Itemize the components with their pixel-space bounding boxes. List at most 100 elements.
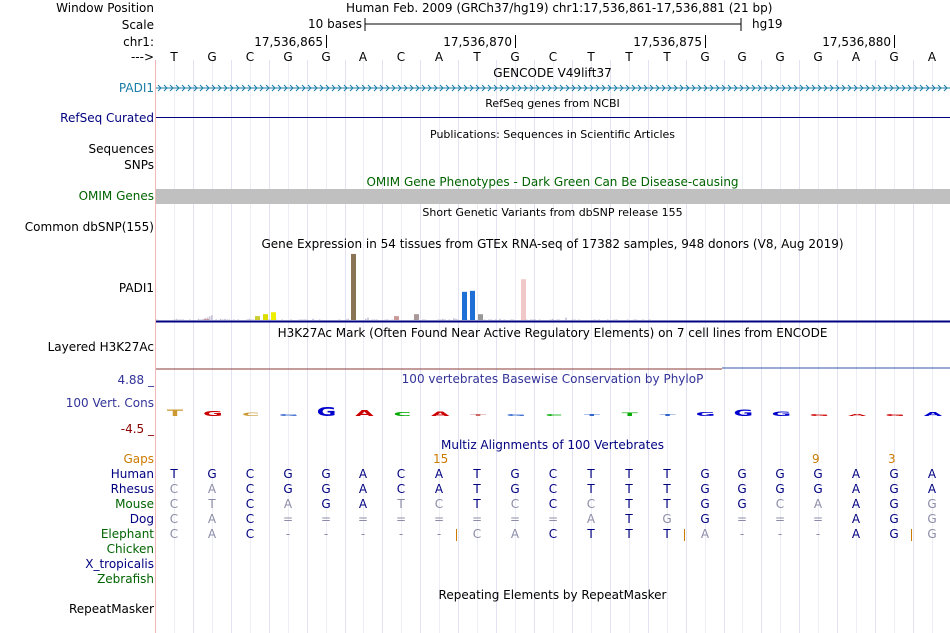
base-letter: G xyxy=(510,50,520,64)
species-label[interactable]: Elephant xyxy=(100,527,154,541)
alignment-base: G xyxy=(813,482,823,496)
strand-arrow xyxy=(661,84,666,92)
cons-logo-letter: C xyxy=(394,412,411,418)
alignment-base: G xyxy=(737,482,747,496)
strand-arrow xyxy=(727,84,732,92)
species-label[interactable]: Mouse xyxy=(115,497,154,511)
gtex-minor-bar xyxy=(248,318,250,320)
cons-max-label: 4.88 _ xyxy=(117,373,154,387)
h3k27ac-signal[interactable] xyxy=(156,360,950,372)
cons-logo-letter: A xyxy=(924,412,943,418)
publications-track-title: Publications: Sequences in Scientific Ar… xyxy=(430,128,675,141)
alignment-base: = xyxy=(395,512,407,526)
gtex-minor-bar xyxy=(490,319,492,320)
gtex-track-title: Gene Expression in 54 tissues from GTEx … xyxy=(261,237,844,251)
position-tick-mark xyxy=(894,35,895,48)
h3k27ac-track-label[interactable]: Layered H3K27Ac xyxy=(47,340,154,354)
alignment-base: G xyxy=(927,497,937,511)
strand-arrow xyxy=(313,84,318,92)
gtex-track-label[interactable]: PADI1 xyxy=(118,281,154,295)
gtex-minor-bar xyxy=(615,319,618,320)
strand-arrow xyxy=(787,84,792,92)
strand-arrow xyxy=(739,84,744,92)
gtex-minor-bar xyxy=(525,319,528,320)
base-letter: C xyxy=(396,50,406,64)
omim-feature-band[interactable] xyxy=(156,189,950,204)
strand-arrow xyxy=(781,84,786,92)
strand-arrow xyxy=(163,84,168,92)
strand-arrow xyxy=(829,84,834,92)
gtex-minor-bar xyxy=(578,319,580,320)
gencode-gene-model[interactable] xyxy=(156,81,950,95)
strand-arrow xyxy=(319,84,324,92)
alignment-base: A xyxy=(927,482,937,496)
strand-label: ---> xyxy=(130,50,154,64)
gtex-minor-bar xyxy=(642,319,644,320)
species-label[interactable]: Human xyxy=(110,467,154,481)
gtex-minor-bar xyxy=(182,319,184,320)
gencode-track-label[interactable]: PADI1 xyxy=(118,81,154,95)
position-tick-label: 17,536,865 xyxy=(254,35,323,49)
species-label[interactable]: Zebrafish xyxy=(97,572,154,586)
strand-arrow xyxy=(511,84,516,92)
strand-arrow xyxy=(571,84,576,92)
strand-arrow xyxy=(769,84,774,92)
cons-track-label[interactable]: 100 Vert. Cons xyxy=(65,396,154,410)
gtex-minor-bar xyxy=(574,319,576,320)
repeat-track-label[interactable]: RepeatMasker xyxy=(68,602,154,616)
alignment-base: G xyxy=(889,512,899,526)
sequences-label[interactable]: Sequences xyxy=(88,142,154,156)
refseq-gene-line[interactable] xyxy=(156,117,950,118)
dbsnp-track-label[interactable]: Common dbSNP(155) xyxy=(24,220,154,234)
alignment-base: T xyxy=(625,482,633,496)
gtex-minor-bar xyxy=(530,319,532,320)
gap-count: 15 xyxy=(433,452,449,466)
species-label[interactable]: Rhesus xyxy=(110,482,154,496)
species-label[interactable]: Dog xyxy=(129,512,154,526)
alignment-base: A xyxy=(283,497,293,511)
strand-arrow xyxy=(685,84,690,92)
strand-arrow xyxy=(763,84,768,92)
strand-arrow xyxy=(193,84,198,92)
strand-arrow xyxy=(565,84,570,92)
strand-arrow xyxy=(823,84,828,92)
alignment-base: G xyxy=(700,467,710,481)
strand-arrow xyxy=(523,84,528,92)
position-tick-mark xyxy=(326,35,327,48)
chrom-label: chr1: xyxy=(123,35,154,49)
gap-count: 3 xyxy=(888,452,896,466)
cons-logo-letter: A xyxy=(355,409,374,418)
gtex-minor-bar xyxy=(376,319,378,320)
species-label[interactable]: X_tropicalis xyxy=(85,557,154,571)
gtex-minor-bar xyxy=(532,319,534,320)
gtex-minor-bar xyxy=(305,319,308,320)
gtex-minor-bar xyxy=(558,319,561,320)
gtex-expression-chart[interactable] xyxy=(156,250,950,324)
alignment-base: C xyxy=(245,482,255,496)
window-position-value: Human Feb. 2009 (GRCh37/hg19) chr1:17,53… xyxy=(346,1,773,15)
strand-arrow xyxy=(529,84,534,92)
omim-track-label[interactable]: OMIM Genes xyxy=(78,189,154,203)
strand-arrow xyxy=(841,84,846,92)
gtex-minor-bar xyxy=(237,319,239,320)
strand-arrow xyxy=(625,84,630,92)
species-label[interactable]: Chicken xyxy=(106,542,154,556)
alignment-base: - xyxy=(436,527,442,541)
alignment-base: = xyxy=(433,512,445,526)
cons-logo-letter: T xyxy=(660,413,677,416)
cons-logo-letter: C xyxy=(242,412,259,417)
gtex-minor-bar xyxy=(626,319,629,320)
strand-arrow xyxy=(175,84,180,92)
gap-marker xyxy=(456,529,457,541)
strand-arrow xyxy=(415,84,420,92)
gtex-tissue-bar xyxy=(470,290,475,320)
alignment-base: G xyxy=(927,512,937,526)
refseq-track-label[interactable]: RefSeq Curated xyxy=(60,111,154,125)
alignment-base: G xyxy=(321,497,331,511)
dbsnp-track-title: Short Genetic Variants from dbSNP releas… xyxy=(422,206,683,219)
alignment-base: C xyxy=(245,512,255,526)
snps-label[interactable]: SNPs xyxy=(124,158,154,172)
alignment-base: G xyxy=(737,497,747,511)
